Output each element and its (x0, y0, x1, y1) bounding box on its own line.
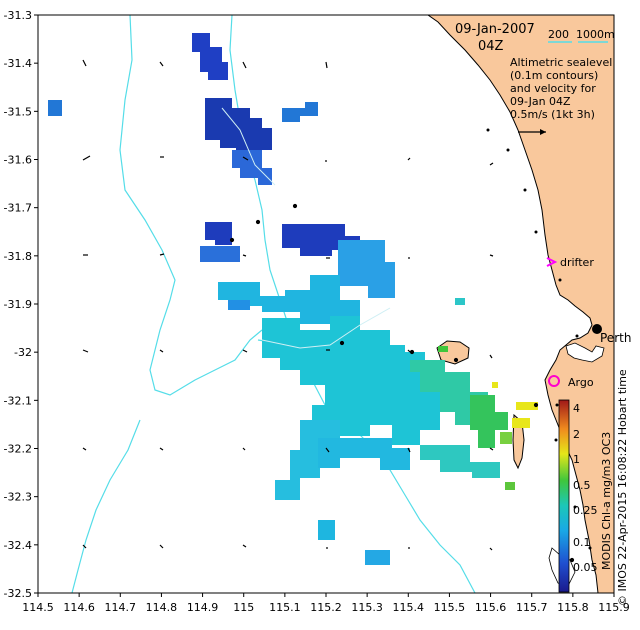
y-tick-label: -31.8 (4, 250, 32, 263)
x-tick-label: 114.9 (187, 601, 219, 614)
x-tick-label: 115.5 (434, 601, 466, 614)
x-tick-label: 115.9 (598, 601, 630, 614)
colorbar-scale (558, 399, 570, 593)
drifter-marker (546, 257, 558, 267)
date-line-1: 09-Jan-2007 (455, 22, 535, 37)
x-tick-label: 114.5 (22, 601, 54, 614)
x-tick-label: 115.1 (269, 601, 301, 614)
legend-line-3: and velocity for (510, 82, 596, 95)
x-tick-label: 115.2 (310, 601, 342, 614)
x-axis: 114.5 114.6 114.7 114.8 114.9 115 115.1 115.2 11… (22, 593, 630, 614)
y-tick-label: -32.5 (4, 587, 32, 600)
y-tick-label: -31.3 (4, 9, 32, 22)
x-tick-label: 115.7 (516, 601, 548, 614)
legend-block: Altimetric sealevel (0.1m contours) and … (510, 56, 612, 135)
sealevel-contours (221, 107, 391, 349)
legend-line-2: (0.1m contours) (510, 69, 598, 82)
product-label: MODIS Chl-a mg/m3 OC3 (600, 432, 613, 570)
colorbar-tick-1: 1 (573, 453, 580, 466)
chlorophyll-patches (48, 33, 538, 565)
x-tick-label: 115.6 (475, 601, 507, 614)
x-tick-label: 115.8 (557, 601, 589, 614)
credit-label: © IMOS 22-Apr-2015 16:08:22 Hobart time (616, 369, 629, 606)
x-tick-label: 115.4 (393, 601, 425, 614)
argo-label: Argo (568, 376, 594, 389)
legend-line-1: Altimetric sealevel (510, 56, 612, 69)
perth-label: Perth (600, 331, 631, 345)
date-line-2: 04Z (478, 39, 504, 54)
y-tick-label: -31.7 (4, 202, 32, 215)
colorbar-tick-2: 2 (573, 428, 580, 441)
y-tick-label: -32.3 (4, 491, 32, 504)
bathy-label-200: 200 (548, 28, 569, 41)
colorbar-tick-0.1: 0.1 (573, 536, 591, 549)
y-tick-label: -31.6 (4, 154, 32, 167)
y-tick-label: -31.5 (4, 105, 32, 118)
legend-line-5: 0.5m/s (1kt 3h) (510, 108, 595, 121)
bathy-label-1000: 1000m (576, 28, 615, 41)
swan-river (565, 342, 605, 363)
y-tick-label: -32 (14, 346, 32, 359)
legend-line-4: 09-Jan 04Z (510, 95, 571, 108)
perth-marker (592, 324, 602, 334)
legend-arrow-head (540, 129, 546, 135)
y-tick-label: -32.1 (4, 394, 32, 407)
y-tick-label: -32.4 (4, 539, 32, 552)
velocity-arrows (82, 59, 575, 563)
x-tick-label: 114.7 (105, 601, 137, 614)
y-tick-label: -32.2 (4, 443, 32, 456)
y-tick-label: -31.4 (4, 57, 32, 70)
argo-marker (548, 375, 560, 387)
colorbar: 4 2 1 0.5 0.25 0.1 0.05 (558, 399, 598, 593)
colorbar-tick-0.5: 0.5 (573, 479, 591, 492)
colorbar-tick-0.05: 0.05 (573, 561, 598, 574)
coast-markers (486, 128, 592, 550)
colorbar-tick-4: 4 (573, 402, 580, 415)
y-axis: -31.3 -31.4 -31.5 -31.6 -31.7 -31.8 -31.9 -32 -3… (4, 9, 38, 600)
x-tick-label: 115 (233, 601, 254, 614)
drifter-label: drifter (560, 256, 594, 269)
y-tick-label: -31.9 (4, 298, 32, 311)
x-tick-label: 114.6 (63, 601, 95, 614)
x-tick-label: 114.8 (146, 601, 178, 614)
x-tick-label: 115.3 (351, 601, 383, 614)
colorbar-tick-0.25: 0.25 (573, 504, 598, 517)
